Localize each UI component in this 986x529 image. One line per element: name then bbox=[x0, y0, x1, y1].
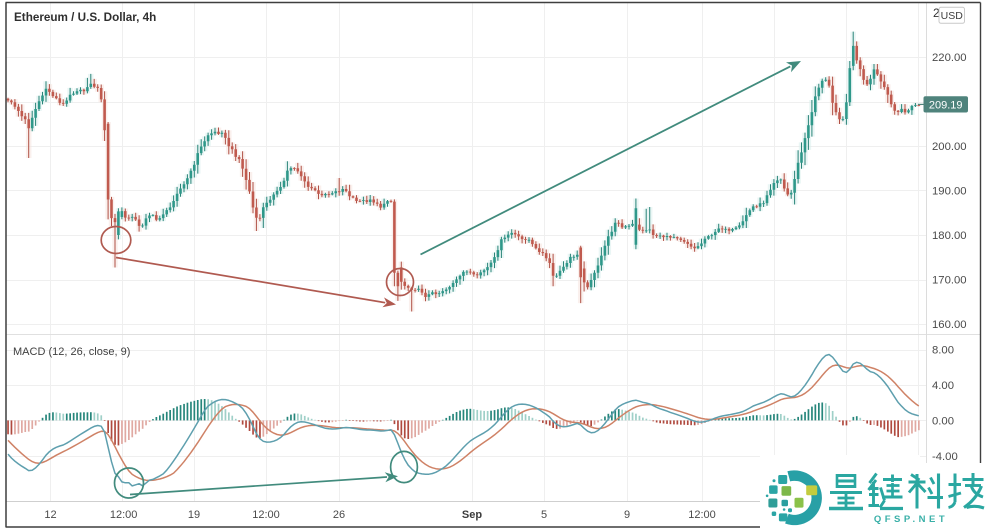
svg-text:4.00: 4.00 bbox=[932, 380, 954, 392]
svg-text:26: 26 bbox=[333, 509, 345, 521]
svg-text:180.00: 180.00 bbox=[932, 230, 967, 242]
svg-text:200.00: 200.00 bbox=[932, 141, 967, 153]
svg-text:8.00: 8.00 bbox=[932, 345, 954, 357]
svg-text:2: 2 bbox=[933, 6, 940, 20]
svg-text:-4.00: -4.00 bbox=[932, 451, 958, 463]
svg-text:9: 9 bbox=[624, 509, 630, 521]
svg-text:12:00: 12:00 bbox=[688, 509, 716, 521]
svg-text:19: 19 bbox=[188, 509, 200, 521]
svg-text:Ethereum / U.S. Dollar, 4h: Ethereum / U.S. Dollar, 4h bbox=[14, 11, 156, 24]
svg-text:12:00: 12:00 bbox=[110, 509, 138, 521]
svg-text:170.00: 170.00 bbox=[932, 275, 967, 287]
svg-text:220.00: 220.00 bbox=[932, 52, 967, 64]
svg-text:0.00: 0.00 bbox=[932, 415, 954, 427]
svg-text:12:00: 12:00 bbox=[252, 509, 280, 521]
svg-text:190.00: 190.00 bbox=[932, 186, 967, 198]
svg-text:USD: USD bbox=[941, 10, 964, 22]
svg-text:5: 5 bbox=[541, 509, 547, 521]
svg-text:160.00: 160.00 bbox=[932, 319, 967, 331]
svg-text:209.19: 209.19 bbox=[929, 99, 963, 111]
svg-text:Sep: Sep bbox=[462, 509, 482, 521]
svg-text:12: 12 bbox=[44, 509, 56, 521]
svg-text:QFSP.NET: QFSP.NET bbox=[874, 514, 948, 525]
svg-text:MACD (12, 26, close, 9): MACD (12, 26, close, 9) bbox=[13, 346, 130, 358]
